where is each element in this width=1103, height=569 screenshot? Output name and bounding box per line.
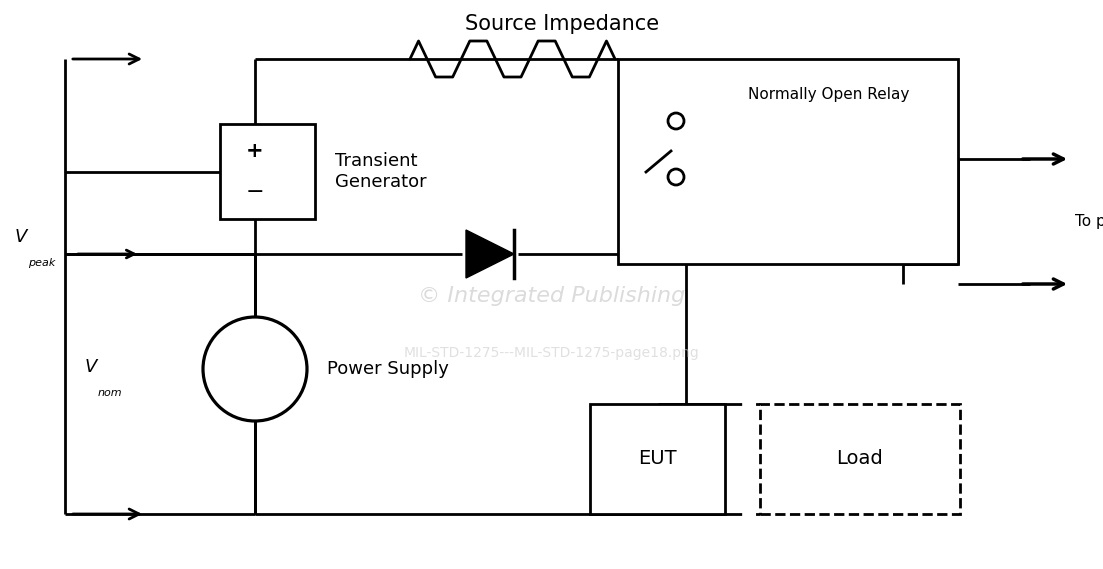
Text: +: + <box>247 345 264 365</box>
Polygon shape <box>465 230 514 278</box>
Text: To pulse generator: To pulse generator <box>1075 214 1103 229</box>
Text: Source Impedance: Source Impedance <box>465 14 660 34</box>
Text: nom: nom <box>98 388 122 398</box>
Text: +: + <box>246 141 264 160</box>
Text: MIL-STD-1275---MIL-STD-1275-page18.png: MIL-STD-1275---MIL-STD-1275-page18.png <box>404 346 699 360</box>
Text: V: V <box>85 358 97 376</box>
Text: © Integrated Publishing: © Integrated Publishing <box>418 286 685 306</box>
Circle shape <box>203 317 307 421</box>
Circle shape <box>668 169 684 185</box>
Text: −: − <box>246 373 265 393</box>
Text: EUT: EUT <box>639 450 677 468</box>
Text: Load: Load <box>836 450 884 468</box>
Text: −: − <box>246 183 265 203</box>
Text: peak: peak <box>28 258 55 268</box>
Text: V: V <box>15 228 28 246</box>
Bar <box>590 404 725 514</box>
Text: Normally Open Relay: Normally Open Relay <box>748 87 910 102</box>
Bar <box>219 124 315 219</box>
Bar <box>618 59 959 264</box>
Text: Power Supply: Power Supply <box>326 360 449 378</box>
Circle shape <box>668 113 684 129</box>
Text: Transient
Generator: Transient Generator <box>335 152 427 191</box>
Bar <box>760 404 960 514</box>
